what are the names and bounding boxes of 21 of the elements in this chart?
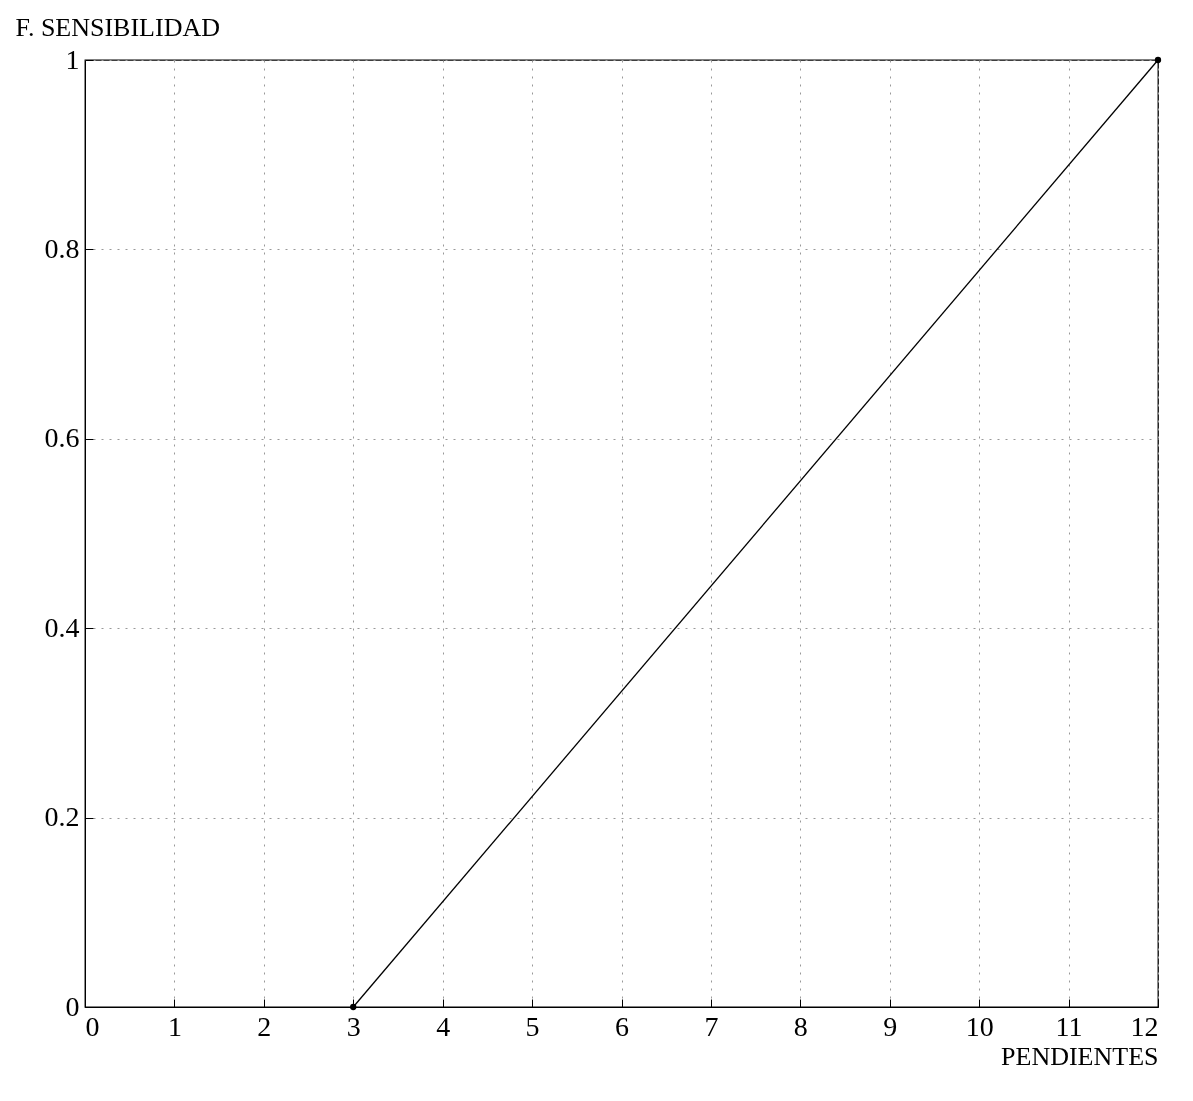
x-axis-title: PENDIENTES	[1001, 1041, 1159, 1071]
x-tick-label: 2	[257, 1010, 272, 1042]
x-tick-label: 9	[883, 1010, 898, 1042]
y-tick-label: 1	[65, 43, 80, 75]
x-tick-label: 6	[615, 1010, 629, 1042]
x-tick-label: 4	[436, 1010, 451, 1042]
x-tick-label: 12	[1130, 1010, 1159, 1042]
x-tick-label: 5	[525, 1010, 540, 1042]
y-tick-label: 0	[65, 990, 80, 1022]
y-axis-title: F. SENSIBILIDAD	[15, 12, 220, 42]
x-tick-label: 7	[704, 1010, 719, 1042]
x-tick-label: 8	[793, 1010, 808, 1042]
y-tick-label: 0.8	[44, 232, 80, 264]
y-tick-label: 0.2	[44, 801, 80, 833]
x-tick-label: 0	[85, 1010, 100, 1042]
x-tick-label: 10	[965, 1010, 994, 1042]
x-tick-label: 11	[1055, 1010, 1083, 1042]
x-tick-label: 3	[346, 1010, 361, 1042]
y-tick-label: 0.6	[44, 422, 80, 454]
x-tick-label: 1	[167, 1010, 182, 1042]
y-tick-label: 0.4	[44, 611, 80, 643]
